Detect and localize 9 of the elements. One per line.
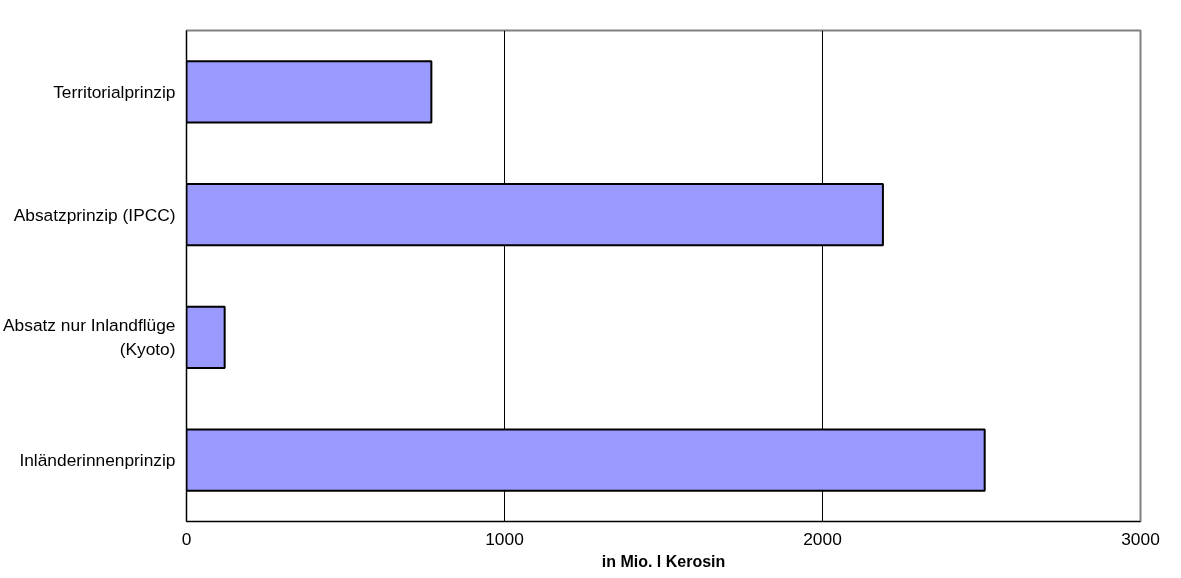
x-tick-label: 3000 bbox=[1121, 528, 1160, 549]
x-tick-label: 0 bbox=[181, 528, 192, 549]
x-tick-label: 2000 bbox=[803, 528, 842, 549]
y-tick-label: Absatz nur Inlandflüge (Kyoto) bbox=[3, 315, 176, 360]
x-tick-label: 1000 bbox=[485, 528, 524, 549]
y-tick-label: Territorialprinzip bbox=[53, 81, 176, 102]
y-tick-label: Absatzprinzip (IPCC) bbox=[13, 204, 176, 225]
y-tick-label: Inländerinnenprinzip bbox=[19, 450, 176, 471]
x-axis-title: in Mio. l Kerosin bbox=[601, 552, 726, 570]
